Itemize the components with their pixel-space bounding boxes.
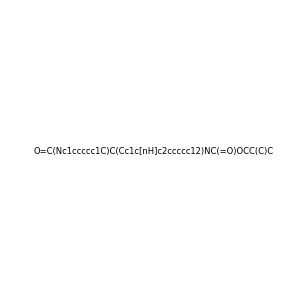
Text: O=C(Nc1ccccc1C)C(Cc1c[nH]c2ccccc12)NC(=O)OCC(C)C: O=C(Nc1ccccc1C)C(Cc1c[nH]c2ccccc12)NC(=O… bbox=[34, 147, 274, 156]
